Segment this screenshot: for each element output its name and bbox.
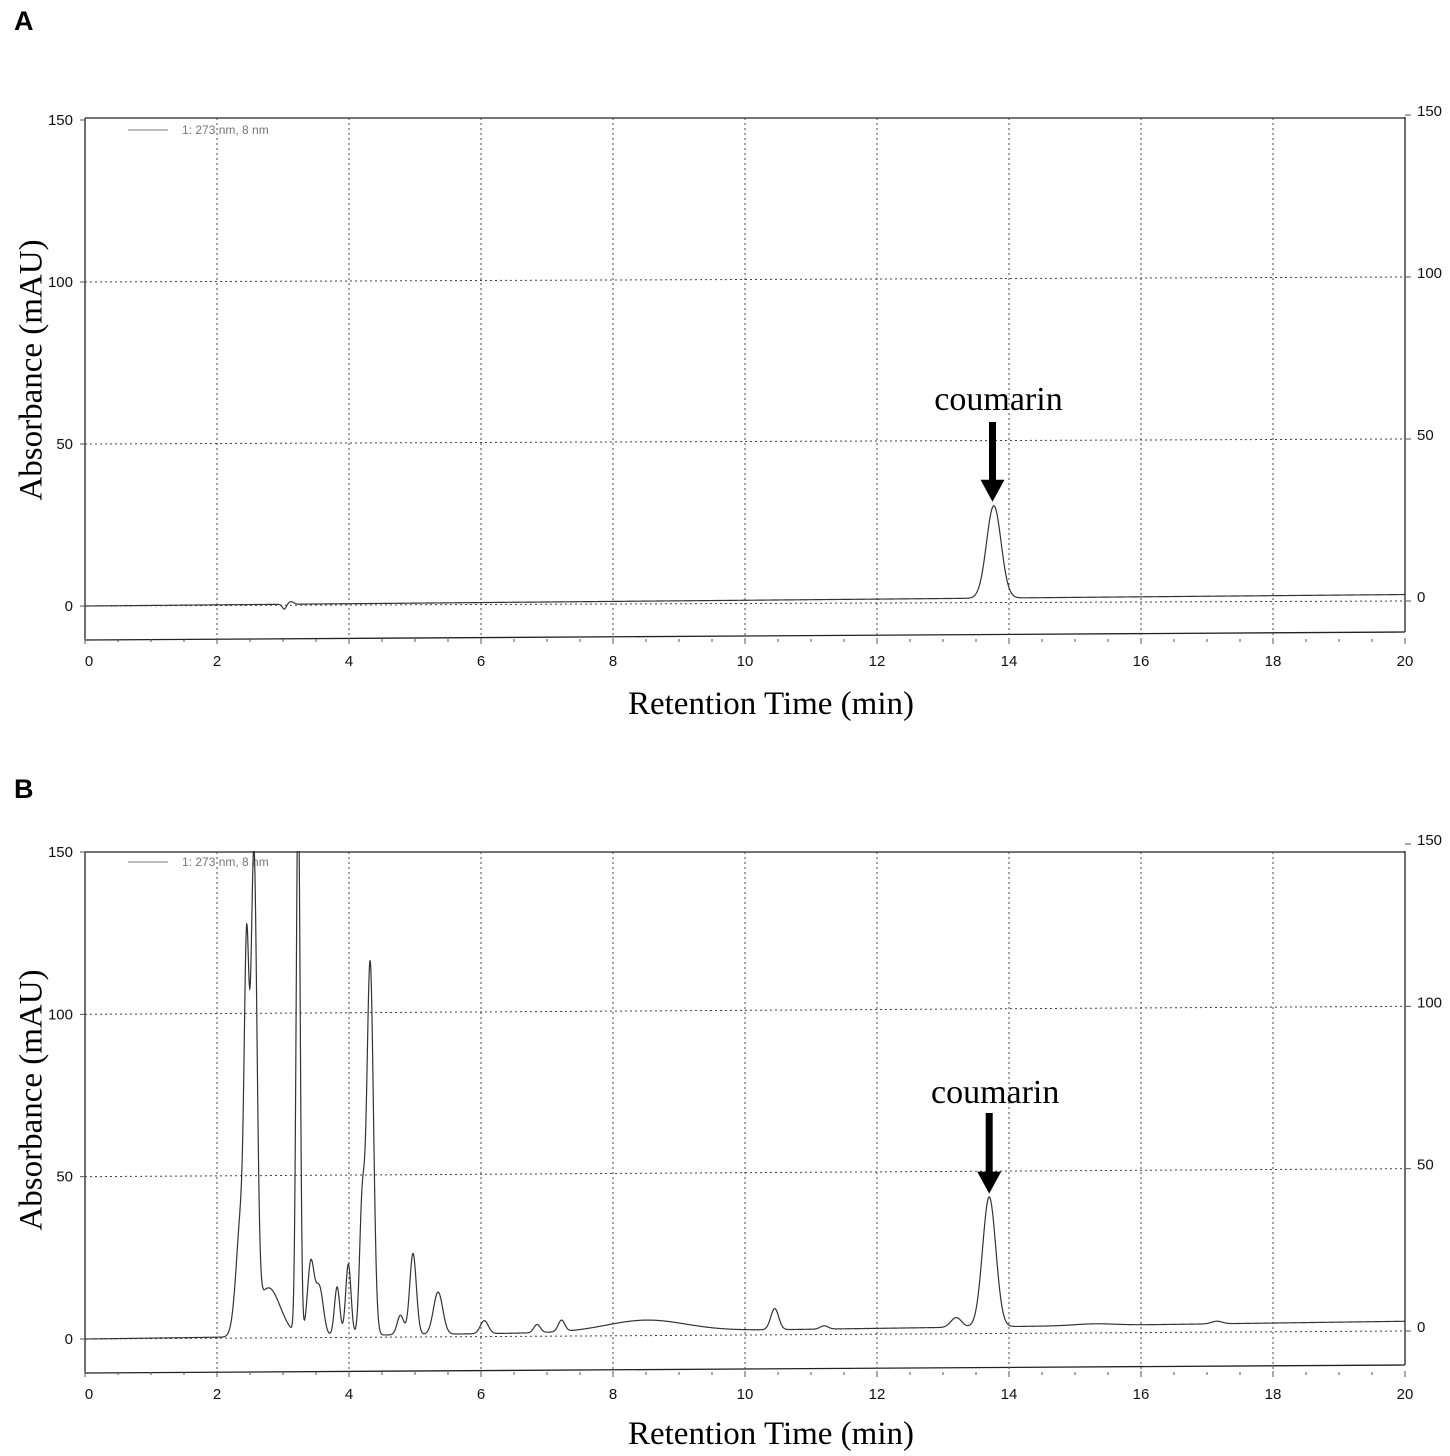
right-y-tick-label: 0	[1417, 589, 1425, 606]
annotation-label: coumarin	[931, 1074, 1059, 1111]
right-y-tick-label: 0	[1417, 1319, 1425, 1336]
x-tick-label: 2	[213, 653, 221, 670]
y-tick-label: 150	[48, 112, 73, 129]
gridline-y	[84, 1005, 1406, 1015]
annotation-label: coumarin	[934, 381, 1062, 418]
chromatogram-trace	[85, 505, 1405, 610]
y-tick-label: 150	[48, 844, 73, 861]
y-tick-label: 0	[65, 1331, 73, 1348]
y-tick-label: 50	[56, 1169, 73, 1186]
x-tick-label: 18	[1265, 653, 1282, 670]
x-tick-label: 6	[477, 653, 485, 670]
x-tick-label: 14	[1001, 1386, 1018, 1403]
x-tick-label: 10	[737, 1386, 754, 1403]
y-tick-label: 100	[48, 1006, 73, 1023]
right-y-tick-label: 150	[1417, 832, 1442, 849]
arrow-icon	[980, 479, 1005, 502]
x-tick-label: 8	[609, 1386, 617, 1403]
gridline-y	[84, 1330, 1406, 1340]
x-axis-title: Retention Time (min)	[628, 1416, 914, 1452]
x-axis-line	[84, 631, 1406, 641]
x-tick-label: 16	[1133, 1386, 1150, 1403]
legend-label: 1: 273 nm, 8 nm	[182, 123, 269, 137]
y-axis-title: Absorbance (mAU)	[14, 239, 50, 500]
gridline-y	[84, 438, 1406, 445]
x-tick-label: 12	[869, 653, 886, 670]
y-tick-label: 100	[48, 274, 73, 291]
y-tick-label: 50	[56, 436, 73, 453]
x-tick-label: 20	[1397, 1386, 1414, 1403]
panel-label: B	[14, 774, 34, 804]
right-y-tick-label: 100	[1417, 994, 1442, 1011]
y-axis-title: Absorbance (mAU)	[14, 969, 50, 1230]
x-tick-label: 14	[1001, 653, 1018, 670]
x-tick-label: 4	[345, 1386, 353, 1403]
right-y-tick-label: 150	[1417, 103, 1442, 120]
x-tick-label: 18	[1265, 1386, 1282, 1403]
chromatogram-panel-b: B 0 2 4 6 8 10 12 14 16 18 20 0 50 100 150 0 50 100 150 Abso…	[14, 774, 1442, 1452]
x-tick-label: 2	[213, 1386, 221, 1403]
y-tick-label: 0	[65, 598, 73, 615]
gridline-y	[84, 1168, 1406, 1178]
x-tick-label: 10	[737, 653, 754, 670]
gridline-y	[84, 600, 1406, 607]
x-tick-label: 8	[609, 653, 617, 670]
x-tick-label: 20	[1397, 653, 1414, 670]
right-y-tick-label: 100	[1417, 265, 1442, 282]
x-tick-label: 4	[345, 653, 353, 670]
x-axis-title: Retention Time (min)	[628, 686, 914, 722]
x-tick-label: 0	[85, 1386, 93, 1403]
arrow-icon	[977, 1171, 1002, 1194]
legend-label: 1: 273 nm, 8 nm	[182, 855, 269, 869]
gridline-y	[84, 276, 1406, 283]
right-y-tick-label: 50	[1417, 427, 1434, 444]
chromatogram-trace	[85, 851, 1405, 1340]
x-tick-label: 0	[85, 653, 93, 670]
x-tick-label: 16	[1133, 653, 1150, 670]
panel-label: A	[14, 6, 34, 36]
chromatogram-panel-a: A 0 2 4 6 8 10 12 14 16 18 20 0 50 100 150 0 50 100 150 Abso…	[14, 6, 1442, 722]
x-tick-label: 12	[869, 1386, 886, 1403]
x-tick-label: 6	[477, 1386, 485, 1403]
right-y-tick-label: 50	[1417, 1157, 1434, 1174]
